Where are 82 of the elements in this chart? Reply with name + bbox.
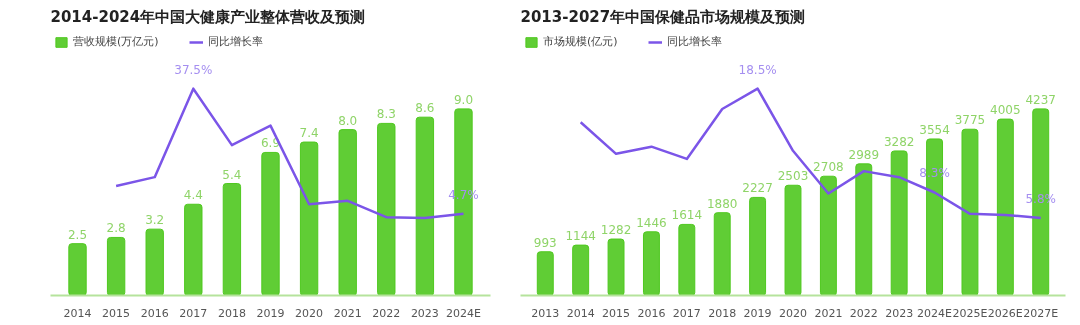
bar bbox=[996, 118, 1014, 296]
data-label: 37.5% bbox=[174, 62, 213, 77]
x-tick-label: 2015 bbox=[102, 306, 131, 320]
x-tick-label: 2024E bbox=[446, 306, 481, 320]
x-tick-label: 2019 bbox=[743, 306, 772, 320]
data-label: 1880 bbox=[706, 196, 738, 211]
x-tick-label: 2020 bbox=[779, 306, 807, 320]
data-label: 7.4 bbox=[299, 126, 319, 141]
bar bbox=[749, 196, 767, 296]
data-label: 4237 bbox=[1025, 92, 1056, 107]
x-tick-label: 2017 bbox=[672, 306, 701, 320]
x-tick-label: 2026E bbox=[987, 306, 1023, 320]
data-label: 2708 bbox=[813, 160, 844, 175]
bar bbox=[713, 212, 731, 296]
data-label: 8.6 bbox=[415, 101, 435, 116]
x-tick-label: 2019 bbox=[256, 306, 285, 320]
data-label: 18.5% bbox=[738, 62, 777, 77]
data-label: 8.3 bbox=[376, 107, 396, 122]
bar bbox=[415, 116, 435, 296]
data-label: 993 bbox=[533, 235, 557, 250]
data-label: 3775 bbox=[954, 113, 986, 128]
data-label: 4005 bbox=[990, 103, 1021, 118]
data-label: 9.0 bbox=[453, 92, 474, 107]
bar bbox=[855, 163, 873, 296]
legend-label: 同比增长率 bbox=[666, 34, 722, 49]
chart-title: 2014-2024年中国大健康产业整体营收及预测 bbox=[50, 7, 366, 26]
data-label: 2.8 bbox=[106, 221, 126, 236]
x-tick-label: 2022 bbox=[849, 306, 878, 320]
chart-title: 2013-2027年中国保健品市场规模及预测 bbox=[520, 7, 806, 26]
data-label: 4.4 bbox=[183, 188, 203, 203]
x-tick-label: 2014 bbox=[63, 306, 92, 320]
bar bbox=[377, 122, 396, 296]
bar bbox=[222, 183, 242, 296]
bar bbox=[678, 223, 696, 296]
data-label: 3554 bbox=[919, 122, 950, 137]
data-label: 1282 bbox=[600, 223, 632, 238]
bar bbox=[784, 184, 802, 296]
bar bbox=[536, 251, 554, 296]
x-tick-label: 2023 bbox=[885, 306, 914, 320]
bar bbox=[890, 150, 908, 296]
x-tick-label: 2024E bbox=[917, 306, 953, 320]
x-tick-label: 2013 bbox=[531, 306, 560, 320]
data-label: 3.2 bbox=[145, 213, 165, 228]
x-tick-label: 2021 bbox=[333, 306, 362, 320]
bar bbox=[961, 128, 979, 296]
x-tick-label: 2025E bbox=[952, 306, 988, 320]
x-tick-label: 2016 bbox=[140, 306, 169, 320]
data-label: 2503 bbox=[777, 169, 809, 184]
x-tick-label: 2022 bbox=[372, 306, 401, 320]
bar bbox=[299, 141, 319, 296]
bar bbox=[106, 236, 126, 296]
x-tick-label: 2018 bbox=[217, 306, 246, 320]
x-tick-label: 2018 bbox=[708, 306, 737, 320]
bar bbox=[145, 228, 164, 296]
x-tick-label: 2023 bbox=[410, 306, 439, 320]
bar bbox=[819, 175, 837, 296]
x-tick-label: 2021 bbox=[814, 306, 843, 320]
data-label: 2227 bbox=[742, 181, 773, 196]
x-tick-label: 2014 bbox=[566, 306, 595, 320]
data-label: 2989 bbox=[848, 147, 880, 162]
x-tick-label: 2027E bbox=[1023, 306, 1059, 320]
bar bbox=[261, 151, 280, 296]
data-label: 1614 bbox=[671, 208, 703, 223]
x-tick-label: 2020 bbox=[295, 306, 324, 320]
data-label: 5.4 bbox=[222, 167, 242, 182]
x-tick-label: 2015 bbox=[602, 306, 631, 320]
data-label: 8.0 bbox=[338, 113, 358, 128]
x-tick-label: 2016 bbox=[637, 306, 666, 320]
bar bbox=[338, 129, 357, 296]
bar bbox=[572, 244, 590, 296]
legend-label: 同比增长率 bbox=[207, 34, 263, 49]
data-label: 2.5 bbox=[67, 227, 88, 242]
data-label: 3282 bbox=[883, 134, 915, 149]
data-label: 1144 bbox=[565, 229, 596, 244]
legend-label: 营收规模(万亿元) bbox=[73, 34, 159, 49]
data-label: 1446 bbox=[636, 215, 667, 230]
bar bbox=[68, 243, 87, 296]
x-tick-label: 2017 bbox=[179, 306, 208, 320]
legend-label: 市场规模(亿元) bbox=[543, 34, 618, 49]
bar bbox=[642, 231, 660, 296]
bar bbox=[607, 238, 625, 296]
bar bbox=[184, 203, 203, 296]
